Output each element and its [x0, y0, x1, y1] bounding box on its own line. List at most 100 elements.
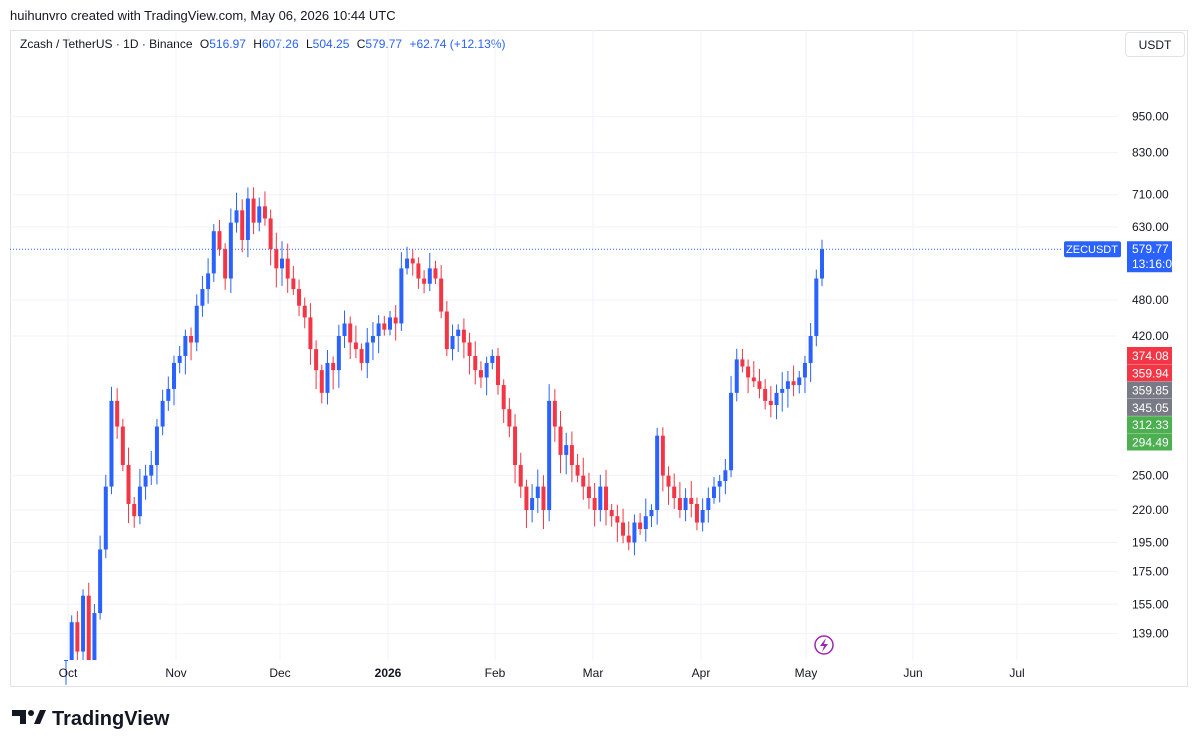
close-value: 579.77 — [365, 37, 403, 51]
candle-body — [342, 323, 347, 336]
candle-body — [69, 622, 74, 660]
candle-body — [172, 362, 176, 389]
candle-body — [530, 498, 535, 511]
candle-body — [410, 258, 415, 264]
candle-body — [376, 323, 381, 336]
candle-body — [575, 465, 580, 476]
candle-body — [694, 503, 699, 523]
candle-body — [615, 516, 620, 523]
candle-body — [621, 522, 626, 536]
candle-body — [558, 426, 563, 455]
candle-body — [285, 258, 290, 279]
candle-body — [126, 465, 131, 504]
candle-body — [359, 349, 364, 363]
candle-body — [564, 445, 569, 455]
candle-body — [166, 388, 171, 401]
candle-body — [137, 486, 142, 517]
y-axis-labels: 950.00 830.00 710.00 630.00 480.00 420.00 250.… — [1132, 109, 1169, 640]
price-badge-box — [1127, 347, 1172, 364]
candle-body — [336, 335, 341, 371]
candle-body — [183, 335, 188, 356]
candle-body — [541, 486, 546, 511]
candle-body — [740, 359, 745, 367]
candle-body — [490, 355, 495, 363]
candle-body — [103, 486, 108, 550]
candle-body — [427, 268, 432, 284]
candle-body — [552, 400, 557, 427]
candle-body — [194, 305, 199, 343]
candle-body — [729, 392, 734, 471]
candle-body — [308, 317, 313, 350]
candle-body — [581, 475, 586, 487]
candle-body — [274, 249, 279, 269]
currency-button[interactable]: USDT — [1125, 32, 1185, 57]
candle-body — [291, 278, 296, 290]
candle-body — [734, 359, 739, 393]
candle-body — [478, 370, 483, 378]
price-chart[interactable]: 950.00 830.00 710.00 630.00 480.00 420.00 250.… — [0, 0, 1200, 700]
series-label-box — [1064, 241, 1121, 258]
price-badge: 312.33 — [1132, 418, 1169, 432]
y-tick-label: 175.00 — [1132, 565, 1169, 579]
candle-body — [149, 465, 154, 476]
candle-body — [433, 268, 438, 279]
candle-body — [763, 388, 768, 401]
x-tick-label: Dec — [269, 666, 290, 680]
candle-body — [632, 522, 637, 543]
candle-body — [820, 249, 824, 279]
y-tick-label: 155.00 — [1132, 597, 1169, 611]
candle-body — [189, 335, 194, 343]
candle-body — [717, 481, 722, 487]
candle-body — [81, 595, 86, 652]
candle-body — [677, 498, 682, 511]
candle-body — [382, 323, 387, 330]
candle-body — [751, 377, 756, 382]
price-badge: 359.94 — [1132, 366, 1169, 380]
candle-body — [64, 660, 68, 661]
candle-body — [569, 445, 574, 466]
candle-body — [257, 206, 262, 223]
candle-body — [774, 392, 779, 406]
close-label: C — [356, 37, 366, 51]
candle-body — [268, 218, 273, 250]
candle-body — [154, 426, 159, 466]
x-tick-label: 2026 — [375, 666, 402, 680]
candle-body — [177, 355, 182, 363]
candle-body — [143, 475, 148, 487]
candle-body — [92, 613, 97, 660]
candle-body — [496, 355, 500, 386]
x-tick-label: Jun — [903, 666, 922, 680]
x-axis-labels: Oct Nov Dec 2026 Feb Mar Apr May Jun Jul — [59, 666, 1025, 680]
candle-body — [768, 400, 773, 406]
candle-body — [689, 498, 694, 504]
tradingview-logo[interactable]: TradingView — [12, 706, 169, 732]
candle-body — [808, 335, 813, 363]
candle-body — [217, 231, 222, 250]
candle-body — [120, 426, 125, 466]
y-tick-label: 195.00 — [1132, 535, 1169, 549]
candle-body — [444, 311, 449, 350]
candle-body — [609, 510, 614, 517]
candle-body — [115, 400, 120, 427]
brand-name: TradingView — [52, 707, 170, 730]
candle-body — [456, 329, 461, 336]
lightning-icon[interactable] — [814, 635, 834, 655]
x-tick-label: May — [795, 666, 818, 680]
y-tick-label: 950.00 — [1132, 109, 1169, 123]
candle-body — [814, 278, 819, 336]
candle-body — [86, 595, 91, 660]
price-badge-box — [1127, 433, 1172, 451]
symbol-title[interactable]: Zcash / TetherUS · 1D · Binance — [20, 37, 193, 51]
candle-body — [518, 465, 523, 487]
series-label: ZECUSDT — [1066, 244, 1118, 256]
candle-body — [132, 503, 137, 517]
y-tick-label: 220.00 — [1132, 503, 1169, 517]
last-price-label: 579.77 — [1132, 242, 1169, 256]
candle-body — [314, 349, 319, 371]
candle-body — [461, 329, 466, 343]
candle-body — [109, 400, 114, 487]
candle-body — [507, 409, 512, 427]
candle-body — [473, 355, 478, 371]
candle-body — [626, 535, 631, 543]
